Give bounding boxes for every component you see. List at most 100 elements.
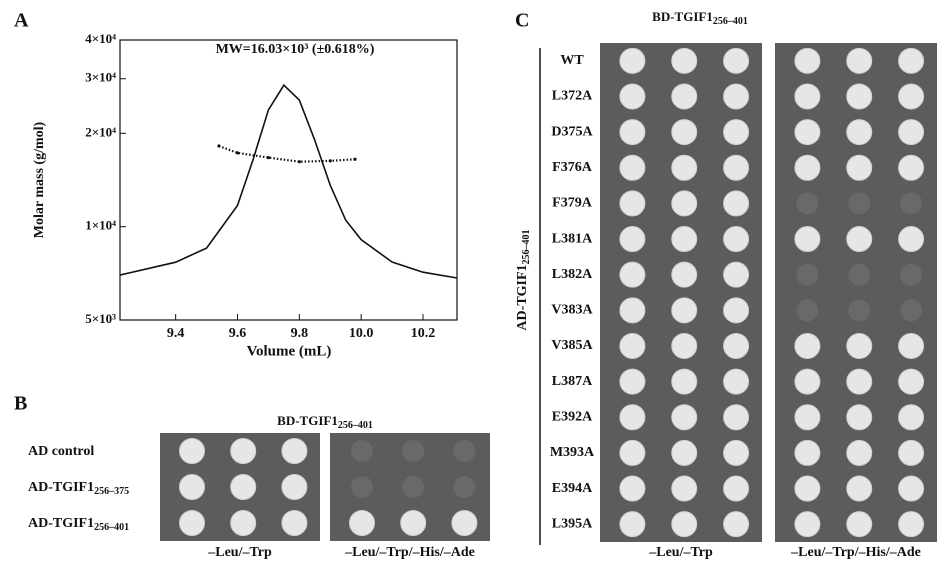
colony <box>671 47 698 74</box>
colony <box>619 47 646 74</box>
label-text: BD-TGIF1 <box>652 9 713 24</box>
label: AD control <box>28 444 94 459</box>
colony <box>619 332 646 359</box>
colony <box>619 83 646 110</box>
colony <box>900 192 923 215</box>
colony <box>723 475 750 502</box>
label-text: AD control <box>28 444 94 459</box>
row-label: WT <box>560 53 584 68</box>
y-axis-label: Molar mass (g/mol) <box>32 121 47 238</box>
colony <box>619 368 646 395</box>
colony <box>671 511 698 538</box>
row-label: L387A <box>552 374 593 389</box>
x-tick-label: 10.2 <box>411 326 436 341</box>
label-text: BD-TGIF1 <box>277 413 338 428</box>
colony <box>402 440 425 462</box>
colony <box>794 47 821 74</box>
colony <box>846 511 873 538</box>
row-label: E394A <box>552 481 593 496</box>
colony <box>898 511 925 538</box>
colony <box>846 404 873 431</box>
colony <box>796 263 819 286</box>
label-subscript: 256–401 <box>713 16 748 27</box>
colony <box>723 226 750 253</box>
colony <box>723 368 750 395</box>
y-tick-label: 5×10³ <box>85 311 116 326</box>
mass-line <box>218 144 356 163</box>
colony <box>351 440 373 462</box>
colony <box>794 226 821 253</box>
label: AD-TGIF1256–375 <box>28 480 129 497</box>
colony <box>671 332 698 359</box>
colony <box>723 297 750 324</box>
plot-frame <box>119 39 458 321</box>
colony <box>723 511 750 538</box>
colony <box>619 475 646 502</box>
row-label: V383A <box>551 303 593 318</box>
colony <box>619 154 646 181</box>
colony <box>671 475 698 502</box>
row-label: V385A <box>551 338 593 353</box>
y-tick-label: 3×10⁴ <box>85 70 116 85</box>
colony <box>898 83 925 110</box>
colony <box>846 83 873 110</box>
colony <box>453 440 476 462</box>
trace-line <box>119 83 458 279</box>
colony <box>619 297 646 324</box>
label-text: AD-TGIF1 <box>28 480 94 495</box>
label-subscript: 256–375 <box>94 486 129 497</box>
colony <box>846 439 873 466</box>
colony <box>619 404 646 431</box>
colony <box>846 475 873 502</box>
colony <box>671 297 698 324</box>
label: AD-TGIF1256–401 <box>515 229 532 330</box>
colony <box>723 261 750 288</box>
colony <box>794 154 821 181</box>
colony <box>619 190 646 217</box>
colony <box>619 119 646 146</box>
colony <box>671 190 698 217</box>
x-tick-label: 10.0 <box>349 326 374 341</box>
label-text: AD-TGIF1 <box>515 264 530 330</box>
x-tick-label: 9.6 <box>229 326 247 341</box>
colony <box>671 226 698 253</box>
plate <box>775 43 937 542</box>
medium-label: –Leu/–Trp <box>207 545 272 560</box>
panel-label: B <box>14 393 27 415</box>
colony <box>898 439 925 466</box>
colony <box>619 261 646 288</box>
colony <box>619 439 646 466</box>
colony <box>400 510 427 536</box>
colony <box>723 332 750 359</box>
colony <box>723 119 750 146</box>
x-tick-label: 9.8 <box>291 326 309 341</box>
row-label: L382A <box>552 267 593 282</box>
colony <box>898 368 925 395</box>
row-label: L395A <box>552 516 593 531</box>
row-label: F379A <box>552 196 593 211</box>
colony <box>351 476 373 498</box>
colony <box>723 154 750 181</box>
colony <box>898 154 925 181</box>
colony <box>671 83 698 110</box>
panel-label: C <box>515 10 529 32</box>
colony <box>619 511 646 538</box>
colony <box>794 475 821 502</box>
colony <box>900 299 923 322</box>
colony <box>794 404 821 431</box>
colony <box>794 368 821 395</box>
colony <box>900 263 923 286</box>
colony <box>723 190 750 217</box>
row-label: F376A <box>552 160 593 175</box>
colony <box>230 510 257 536</box>
row-label: L381A <box>552 231 593 246</box>
label-text: AD-TGIF1 <box>28 516 94 531</box>
colony <box>453 476 476 498</box>
colony <box>846 368 873 395</box>
y-tick-label: 4×10⁴ <box>85 31 116 46</box>
colony <box>281 510 308 536</box>
row-label: E392A <box>552 409 593 424</box>
colony <box>848 299 871 322</box>
colony <box>671 368 698 395</box>
